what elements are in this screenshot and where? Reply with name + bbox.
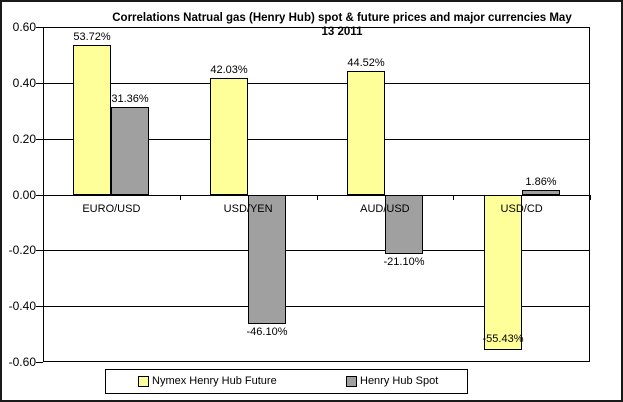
y-axis-label: 0.20 (12, 132, 36, 146)
gridline (43, 195, 590, 196)
value-label-usd-cd-henry-hub-spot: 1.86% (525, 176, 557, 188)
bar-henry-hub-spot-euro-usd (111, 107, 149, 195)
gridline (43, 139, 590, 140)
gridline (43, 83, 590, 84)
bar-nymex-henry-hub-future-aud-usd (347, 71, 385, 195)
y-axis-label: -0.40 (8, 299, 36, 313)
category-axis-tick (590, 195, 591, 200)
gridline (43, 250, 590, 251)
y-axis-tick (36, 250, 43, 251)
y-axis-tick (36, 306, 43, 307)
plot-area (43, 27, 590, 362)
bar-nymex-henry-hub-future-usd-cd (484, 195, 522, 350)
chart-title: Correlations Natrual gas (Henry Hub) spo… (80, 11, 604, 39)
y-axis-label: 0.60 (12, 20, 36, 34)
y-axis-tick (36, 83, 43, 84)
legend-swatch-henry-hub-spot (346, 376, 357, 387)
chart-title-line2: 13 2011 (321, 26, 363, 38)
category-label-usd-cd: USD/CD (500, 203, 543, 215)
category-axis-tick (317, 195, 318, 200)
value-label-euro-usd-henry-hub-spot: 31.36% (111, 93, 149, 105)
legend-label-henry-hub-spot: Henry Hub Spot (360, 375, 439, 387)
legend-label-nymex-henry-hub-future: Nymex Henry Hub Future (152, 375, 277, 387)
category-axis-tick (43, 195, 44, 200)
y-axis-tick (36, 139, 43, 140)
bar-henry-hub-spot-usd-yen (248, 195, 286, 324)
value-label-aud-usd-henry-hub-spot: -21.10% (383, 256, 425, 268)
value-label-aud-usd-nymex-henry-hub-future: 44.52% (347, 57, 385, 69)
value-label-usd-yen-henry-hub-spot: -46.10% (246, 326, 288, 338)
y-axis-label: 0.00 (12, 188, 36, 202)
bar-nymex-henry-hub-future-usd-yen (210, 78, 248, 195)
y-axis-tick (36, 195, 43, 196)
y-axis-label: -0.60 (8, 355, 36, 369)
category-label-euro-usd: EURO/USD (82, 203, 141, 215)
gridline (43, 306, 590, 307)
bar-henry-hub-spot-aud-usd (385, 195, 423, 254)
bar-henry-hub-spot-usd-cd (522, 190, 560, 195)
value-label-usd-cd-nymex-henry-hub-future: -55.43% (482, 333, 524, 345)
legend: Nymex Henry Hub Future Henry Hub Spot (105, 369, 468, 394)
y-axis-label: 0.40 (12, 76, 36, 90)
y-axis-tick (36, 362, 43, 363)
category-axis-tick (453, 195, 454, 200)
category-label-usd-yen: USD/YEN (223, 203, 273, 215)
legend-swatch-nymex-henry-hub-future (138, 376, 149, 387)
y-axis-label: -0.20 (8, 243, 36, 257)
value-label-euro-usd-nymex-henry-hub-future: 53.72% (73, 31, 111, 43)
category-label-aud-usd: AUD/USD (360, 203, 410, 215)
value-label-usd-yen-nymex-henry-hub-future: 42.03% (210, 64, 248, 76)
bar-nymex-henry-hub-future-euro-usd (73, 45, 111, 195)
category-axis-tick (180, 195, 181, 200)
chart-title-line1: Correlations Natrual gas (Henry Hub) spo… (112, 12, 572, 24)
y-axis-tick (36, 27, 43, 28)
